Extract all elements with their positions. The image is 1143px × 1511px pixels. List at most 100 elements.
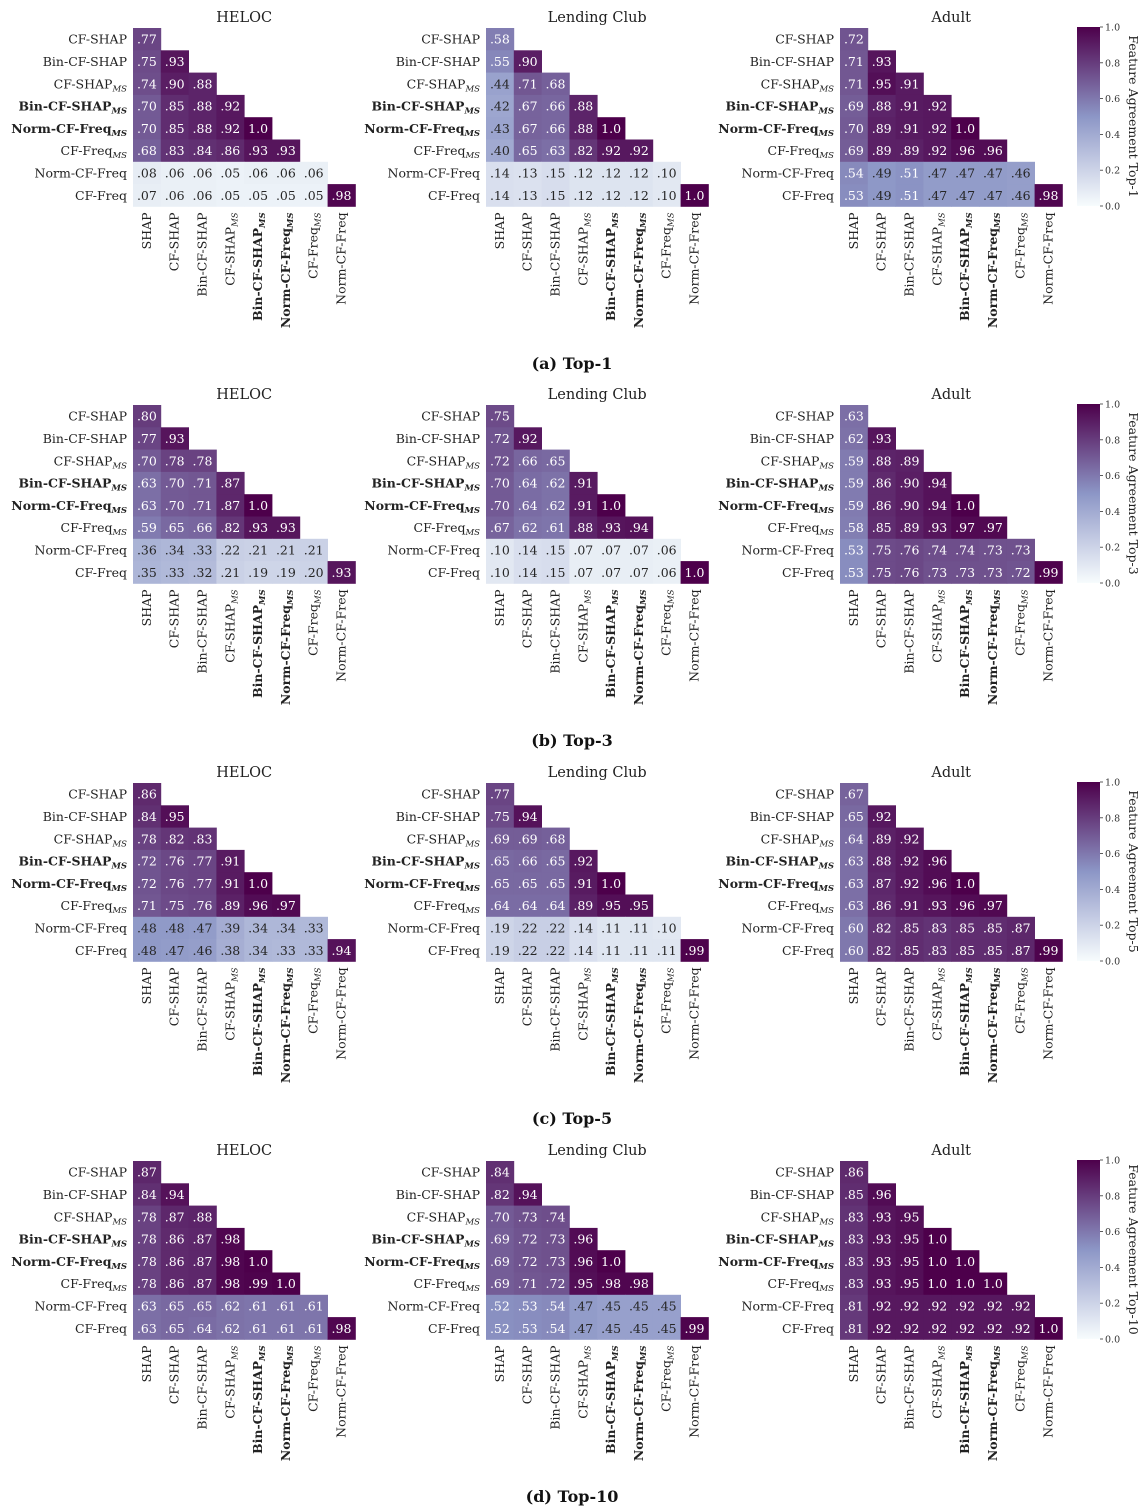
cell-value: .85 xyxy=(983,920,1003,935)
cell-value: .73 xyxy=(1011,542,1031,557)
colorbar-tick-label: 0.0 xyxy=(1105,1335,1120,1346)
heatmap-cell xyxy=(923,561,952,584)
cell-value: .65 xyxy=(165,520,185,535)
row-label: Bin-CF-SHAP xyxy=(43,54,127,69)
cell-value: .73 xyxy=(546,1254,566,1269)
heatmap-cell xyxy=(895,94,924,118)
cell-value: .91 xyxy=(573,876,593,891)
heatmap-cell xyxy=(867,1227,896,1251)
heatmap-cell xyxy=(160,1317,189,1340)
cell-value: .73 xyxy=(518,1209,538,1224)
row-label: Norm-CF-Freq xyxy=(742,542,834,557)
heatmap-cell xyxy=(867,1294,896,1318)
cell-value: .11 xyxy=(601,943,621,958)
heatmap-cell xyxy=(513,561,542,584)
heatmap-cell xyxy=(979,1294,1008,1318)
heatmap-cell xyxy=(979,139,1008,163)
heatmap-cell xyxy=(895,516,924,540)
heatmap-cell xyxy=(486,1272,515,1296)
cell-value: .72 xyxy=(490,453,510,468)
cell-value: .10 xyxy=(657,188,677,203)
cell-value: .47 xyxy=(193,920,213,935)
heatmap-cell xyxy=(133,783,162,806)
row-label: Norm-CF-FreqMS xyxy=(718,876,834,894)
heatmap-cell xyxy=(513,1317,542,1340)
heatmap-cell xyxy=(541,449,570,473)
column-label: Bin-CF-SHAPMS xyxy=(957,212,975,321)
cell-value: .62 xyxy=(546,498,566,513)
cell-value: .10 xyxy=(657,165,677,180)
heatmap-cell xyxy=(272,538,301,562)
heatmap-cell xyxy=(867,939,896,962)
cell-value: .69 xyxy=(490,831,510,846)
heatmap-cell xyxy=(652,1317,681,1340)
heatmap-cell xyxy=(840,538,869,562)
cell-value: .78 xyxy=(137,1276,157,1291)
heatmap-cell xyxy=(625,1272,654,1296)
cell-value: .61 xyxy=(248,1321,268,1336)
cell-value: .86 xyxy=(137,787,157,802)
heatmap-cell xyxy=(867,161,896,185)
heatmap-cell xyxy=(840,117,869,140)
heatmap-cell xyxy=(541,538,570,562)
heatmap-cell xyxy=(597,1317,626,1340)
cell-value: .85 xyxy=(900,920,920,935)
cell-value: .96 xyxy=(955,143,975,158)
cell-value: .91 xyxy=(573,476,593,491)
cell-value: .90 xyxy=(900,498,920,513)
heatmap-cell xyxy=(895,449,924,473)
cell-value: .92 xyxy=(1011,1321,1031,1336)
heatmap-cell xyxy=(541,561,570,584)
panel-title: Lending Club xyxy=(548,765,647,781)
heatmap-cell xyxy=(951,139,980,163)
column-label: CF-SHAPMS xyxy=(575,212,593,286)
cell-value: .70 xyxy=(165,476,185,491)
heatmap-cell xyxy=(160,894,189,918)
cell-value: .71 xyxy=(518,76,538,91)
heatmap-cell xyxy=(216,872,245,895)
column-label: CF-FreqMS xyxy=(306,589,324,656)
panel-title: Adult xyxy=(930,765,971,781)
heatmap-cell xyxy=(569,516,598,540)
cell-value: .99 xyxy=(248,1276,268,1291)
heatmap-cell xyxy=(133,538,162,562)
cell-value: .06 xyxy=(165,165,185,180)
heatmap-cell xyxy=(486,827,515,851)
heatmap-cell xyxy=(979,1272,1008,1296)
heatmap-cell xyxy=(541,1250,570,1273)
cell-value: .88 xyxy=(193,1209,213,1224)
cell-value: .97 xyxy=(983,898,1003,913)
heatmap-panel: Adult .86 .85 .96 .83 .93 .95 .83 .93 .95 1.0 .83 .9… xyxy=(718,1143,1063,1461)
heatmap-cell xyxy=(133,1294,162,1318)
cell-value: .64 xyxy=(546,898,566,913)
heatmap-cell xyxy=(244,1250,273,1273)
heatmap-cell xyxy=(486,783,515,806)
row-label: Bin-CF-SHAP xyxy=(396,431,480,446)
column-label: CF-SHAP xyxy=(874,589,889,648)
heatmap-cell xyxy=(486,50,515,73)
heatmap-cell xyxy=(923,894,952,918)
heatmap-cell xyxy=(133,1272,162,1296)
cell-value: .63 xyxy=(137,1321,157,1336)
cell-value: .87 xyxy=(193,1254,213,1269)
heatmap-cell xyxy=(951,516,980,540)
cell-value: .93 xyxy=(872,1254,892,1269)
cell-value: .86 xyxy=(872,498,892,513)
heatmap-cell xyxy=(133,139,162,163)
heatmap-cell xyxy=(133,427,162,450)
heatmap-cell xyxy=(541,72,570,96)
heatmap-cell xyxy=(1034,561,1063,584)
cell-value: .62 xyxy=(844,431,864,446)
heatmap-cell xyxy=(188,894,217,918)
cell-value: 1.0 xyxy=(248,121,268,136)
colorbar-tick-label: 1.0 xyxy=(1105,400,1120,411)
cell-value: .21 xyxy=(276,542,296,557)
heatmap-cell xyxy=(133,872,162,895)
heatmap-cell xyxy=(299,1294,328,1318)
column-label: Norm-CF-Freq xyxy=(687,1345,702,1437)
heatmap-cell xyxy=(840,28,869,51)
cell-value: .12 xyxy=(601,188,621,203)
heatmap-cell xyxy=(569,94,598,118)
cell-value: .84 xyxy=(137,1187,157,1202)
